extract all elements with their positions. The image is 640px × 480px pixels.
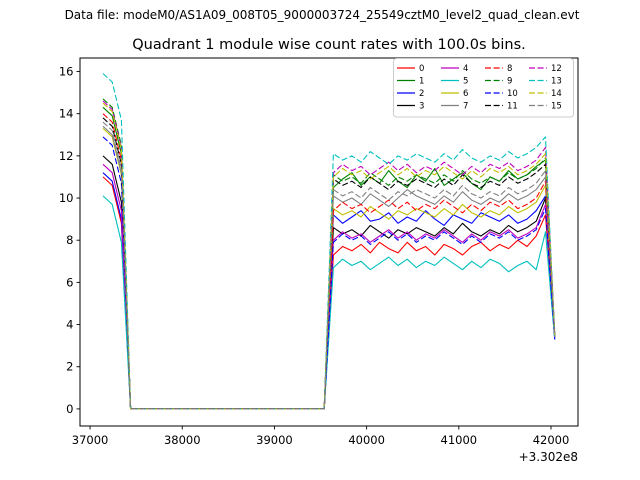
x-tick-label: 42000 <box>533 433 570 447</box>
x-tick-label: 37000 <box>72 433 109 447</box>
series-line-11 <box>102 117 556 410</box>
legend-label-2: 2 <box>419 89 424 99</box>
chart-title: Quadrant 1 module wise count rates with … <box>132 37 526 53</box>
x-tick-label: 39000 <box>256 433 293 447</box>
datafile-header: Data file: modeM0/AS1A09_008T05_90000037… <box>65 8 580 22</box>
legend-label-1: 1 <box>419 77 424 87</box>
axes-frame <box>79 57 579 427</box>
y-tick-label: 10 <box>59 191 74 205</box>
series-line-13 <box>102 73 556 410</box>
y-tick-label: 14 <box>59 107 74 121</box>
y-tick-label: 12 <box>59 149 74 163</box>
legend-label-15: 15 <box>551 102 562 112</box>
axes: 37000 38000 39000 40000 41000 420000246810121… <box>59 57 579 447</box>
legend-label-5: 5 <box>463 77 468 87</box>
y-tick-label: 2 <box>66 360 73 374</box>
legend-label-12: 12 <box>551 64 562 74</box>
y-tick-label: 8 <box>66 233 73 247</box>
legend-label-0: 0 <box>419 64 424 74</box>
legend-label-14: 14 <box>551 89 562 99</box>
x-tick-label: 38000 <box>164 433 201 447</box>
series-line-10 <box>102 136 556 410</box>
series-line-12 <box>102 100 556 410</box>
series-line-14 <box>102 102 556 410</box>
legend-label-7: 7 <box>463 102 468 112</box>
series-line-1 <box>102 106 556 410</box>
series-line-15 <box>102 121 556 410</box>
legend-label-4: 4 <box>463 64 468 74</box>
series-line-9 <box>102 98 556 410</box>
legend-box <box>393 58 574 118</box>
y-tick-label: 0 <box>66 402 73 416</box>
legend-label-9: 9 <box>507 77 512 87</box>
y-tick-label: 16 <box>59 64 74 78</box>
series-lines <box>102 73 556 410</box>
y-tick-label: 6 <box>66 275 73 289</box>
legend-label-13: 13 <box>551 77 562 87</box>
y-tick-label: 4 <box>66 318 73 332</box>
legend-label-6: 6 <box>463 89 468 99</box>
legend-label-8: 8 <box>507 64 512 74</box>
legend-label-3: 3 <box>419 102 424 112</box>
x-tick-label: 41000 <box>441 433 478 447</box>
legend-label-11: 11 <box>507 102 518 112</box>
legend-label-10: 10 <box>507 89 518 99</box>
x-axis-offset-label: +3.302e8 <box>519 450 578 464</box>
x-tick-label: 40000 <box>348 433 385 447</box>
